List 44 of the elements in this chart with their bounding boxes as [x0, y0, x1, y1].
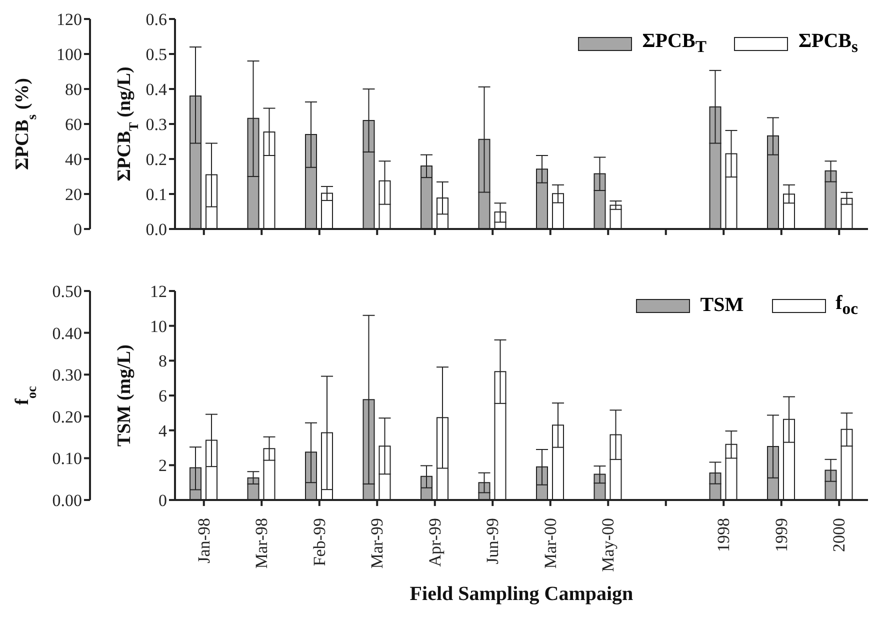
x-tick-label: Feb-99 — [310, 518, 329, 566]
y-tick-label: 0.5 — [146, 45, 167, 64]
y-tick-label: 0.3 — [146, 115, 167, 134]
x-tick-label: Mar-98 — [252, 518, 272, 569]
x-tick-label: 1999 — [772, 518, 791, 552]
x-tick-label: May-00 — [598, 518, 618, 572]
y2-tick-label: 0.10 — [52, 449, 82, 468]
x-tick-label: Mar-00 — [540, 518, 560, 569]
y2-tick-label: 0 — [74, 220, 82, 240]
y2-tick-label: 40 — [65, 150, 82, 170]
y-tick-label: 4 — [158, 421, 168, 440]
y-tick-label: 0.2 — [146, 150, 167, 170]
y-tick-label: 0.6 — [146, 10, 167, 30]
y2-tick-label: 0.20 — [52, 407, 82, 426]
y2-tick-label: 20 — [65, 185, 82, 204]
y-tick-label: 0.0 — [146, 220, 167, 240]
y2-tick-label: 60 — [65, 115, 82, 134]
x-tick-label: Apr-99 — [425, 518, 444, 567]
x-tick-label: Jan-98 — [194, 518, 214, 564]
legend-label: ΣPCB$_{T}$ — [642, 30, 706, 57]
y-tick-label: 0.4 — [146, 80, 168, 100]
y-tick-label: 8 — [158, 352, 167, 371]
y2-tick-label: 80 — [65, 80, 82, 100]
x-axis-title: Field Sampling Campaign — [410, 583, 634, 605]
y-axis-title: TSM (mg/L) — [114, 344, 135, 446]
y2-tick-label: 100 — [56, 45, 82, 64]
legend-label: TSM — [700, 294, 744, 317]
y-tick-label: 6 — [158, 386, 167, 406]
x-tick-label: Mar-99 — [368, 518, 387, 569]
y2-tick-label: 120 — [56, 10, 82, 30]
legend-label: f$_{oc}$ — [836, 292, 858, 319]
y2-tick-label: 0.40 — [52, 324, 82, 343]
legend-label: ΣPCB$_{s}$ — [798, 30, 858, 57]
x-tick-label: 2000 — [830, 518, 849, 552]
y2-tick-label: 0.00 — [52, 491, 82, 510]
x-tick-label: 1998 — [714, 518, 734, 552]
y2-tick-label: 0.30 — [52, 366, 82, 385]
y-tick-label: 2 — [158, 456, 167, 476]
x-tick-label: Jun-99 — [483, 518, 502, 564]
y-tick-label: 0.1 — [146, 185, 167, 204]
y-tick-label: 10 — [150, 316, 167, 336]
y2-tick-label: 0.50 — [52, 282, 82, 302]
y-tick-label: 0 — [158, 491, 167, 510]
y-tick-label: 12 — [150, 282, 167, 302]
